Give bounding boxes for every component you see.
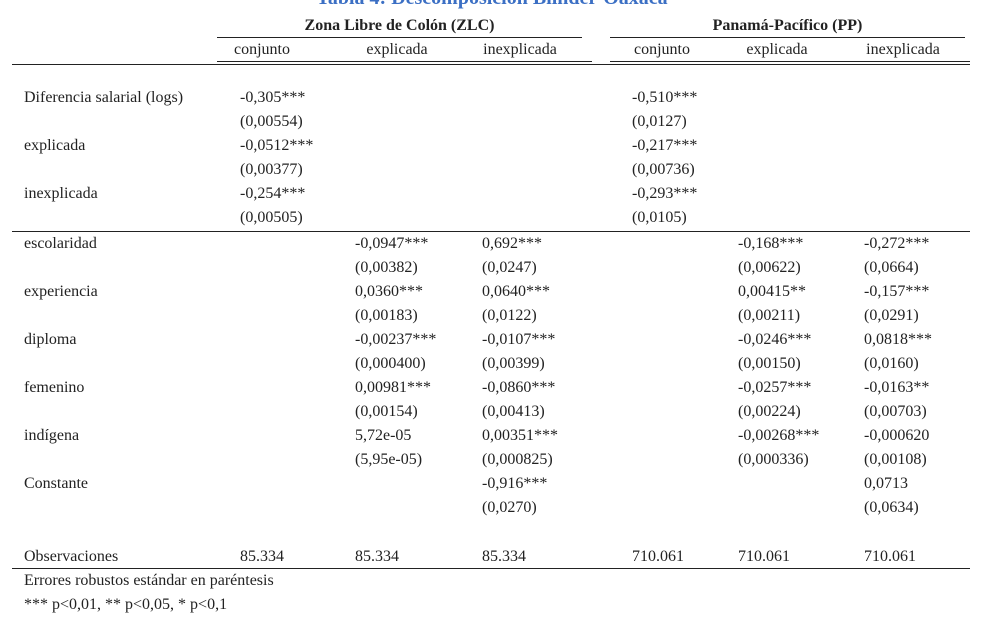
coefficient: -0,0257*** (738, 379, 812, 396)
standard-error: (0,00554) (240, 113, 303, 130)
coefficient: -0,000620 (864, 427, 930, 444)
rule (12, 64, 970, 65)
standard-error: (0,0105) (632, 209, 687, 226)
coefficient: -0,0107*** (482, 331, 556, 348)
coefficient: -0,00237*** (355, 331, 437, 348)
row-label: Constante (24, 475, 88, 492)
coefficient: -0,293*** (632, 185, 698, 202)
coefficient: -0,0860*** (482, 379, 556, 396)
standard-error: (0,00736) (632, 161, 695, 178)
note: *** p<0,01, ** p<0,05, * p<0,1 (24, 596, 228, 613)
coefficient: 0,00981*** (355, 379, 431, 396)
coefficient: -0,305*** (240, 89, 306, 106)
standard-error: (0,00108) (864, 451, 927, 468)
standard-error: (0,00224) (738, 403, 801, 420)
standard-error: (0,00183) (355, 307, 418, 324)
coefficient: -0,272*** (864, 235, 930, 252)
rule (610, 61, 970, 62)
row-label: femenino (24, 379, 85, 396)
standard-error: (0,00505) (240, 209, 303, 226)
coefficient: -0,157*** (864, 283, 930, 300)
table-title: Tabla 4: Descomposición Blinder-Oaxaca (0, 0, 984, 10)
standard-error: (0,0127) (632, 113, 687, 130)
coefficient: -0,916*** (482, 475, 548, 492)
coefficient: 0,00415** (738, 283, 806, 300)
standard-error: (0,0664) (864, 259, 919, 276)
coefficient: -0,217*** (632, 137, 698, 154)
group-header: Panamá-Pacífico (PP) (712, 17, 863, 34)
note: Errores robustos estándar en paréntesis (24, 572, 274, 589)
coefficient: -0,0163** (864, 379, 930, 396)
column-header: explicada (366, 41, 428, 58)
coefficient: 5,72e-05 (355, 427, 412, 444)
coefficient: 0,0360*** (355, 283, 423, 300)
coefficient: 0,692*** (482, 235, 542, 252)
rule (610, 37, 965, 38)
observations: 710.061 (738, 548, 790, 565)
coefficient: 0,0713 (864, 475, 908, 492)
standard-error: (0,00413) (482, 403, 545, 420)
standard-error: (0,0291) (864, 307, 919, 324)
standard-error: (0,00150) (738, 355, 801, 372)
standard-error: (5,95e-05) (355, 451, 423, 468)
standard-error: (0,0634) (864, 499, 919, 516)
standard-error: (0,000825) (482, 451, 553, 468)
rule (217, 61, 592, 62)
standard-error: (0,00622) (738, 259, 801, 276)
coefficient: -0,0512*** (240, 137, 314, 154)
column-header: conjunto (634, 41, 690, 58)
observations: 85.334 (355, 548, 399, 565)
standard-error: (0,00211) (738, 307, 801, 324)
coefficient: -0,0246*** (738, 331, 812, 348)
standard-error: (0,0247) (482, 259, 537, 276)
coefficient: 0,0640*** (482, 283, 550, 300)
standard-error: (0,0160) (864, 355, 919, 372)
standard-error: (0,000400) (355, 355, 426, 372)
column-header: explicada (746, 41, 808, 58)
standard-error: (0,0270) (482, 499, 537, 516)
column-header: conjunto (234, 41, 290, 58)
row-label: Observaciones (24, 548, 119, 565)
standard-error: (0,00399) (482, 355, 545, 372)
coefficient: -0,510*** (632, 89, 698, 106)
coefficient: -0,00268*** (738, 427, 820, 444)
column-header: inexplicada (483, 41, 557, 58)
coefficient: -0,254*** (240, 185, 306, 202)
coefficient: 0,00351*** (482, 427, 558, 444)
observations: 85.334 (240, 548, 284, 565)
observations: 85.334 (482, 548, 526, 565)
coefficient: 0,0818*** (864, 331, 932, 348)
group-header: Zona Libre de Colón (ZLC) (304, 17, 495, 34)
row-label: explicada (24, 137, 86, 154)
row-label: diploma (24, 331, 77, 348)
standard-error: (0,000336) (738, 451, 809, 468)
rule (12, 568, 970, 569)
row-label: experiencia (24, 283, 98, 300)
column-header: inexplicada (866, 41, 940, 58)
observations: 710.061 (632, 548, 684, 565)
coefficient: -0,168*** (738, 235, 804, 252)
row-label: indígena (24, 427, 80, 444)
row-label: inexplicada (24, 185, 98, 202)
rule (217, 37, 582, 38)
standard-error: (0,00377) (240, 161, 303, 178)
row-label: Diferencia salarial (logs) (24, 89, 184, 106)
standard-error: (0,00382) (355, 259, 418, 276)
rule (12, 231, 970, 232)
observations: 710.061 (864, 548, 916, 565)
standard-error: (0,0122) (482, 307, 537, 324)
coefficient: -0,0947*** (355, 235, 429, 252)
row-label: escolaridad (24, 235, 97, 252)
standard-error: (0,00154) (355, 403, 418, 420)
standard-error: (0,00703) (864, 403, 927, 420)
